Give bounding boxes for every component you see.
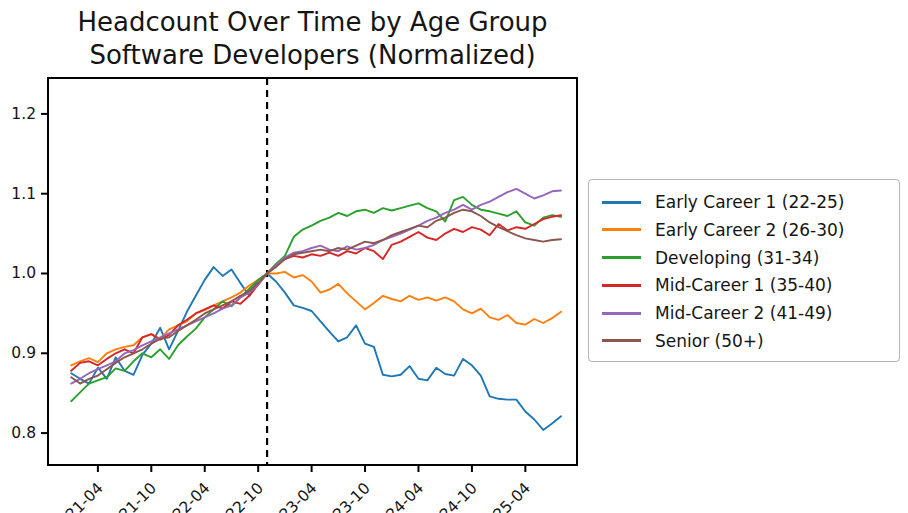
legend-label: Senior (50+) — [655, 331, 764, 351]
legend-item: Senior (50+) — [602, 328, 889, 354]
y-tick-label: 1.1 — [11, 185, 36, 203]
legend-label: Mid-Career 1 (35-40) — [655, 275, 832, 295]
legend-label: Mid-Career 2 (41-49) — [655, 303, 832, 323]
legend-item: Mid-Career 2 (41-49) — [602, 300, 889, 326]
y-tick-label: 0.9 — [11, 344, 36, 362]
legend-item: Early Career 2 (26-30) — [602, 217, 889, 243]
y-tick-label: 0.8 — [11, 424, 36, 442]
legend-item: Developing (31-34) — [602, 245, 889, 271]
x-tick-label: 2022-10 — [208, 479, 267, 513]
y-tick-label: 1.2 — [11, 105, 36, 123]
x-tick-label: 2022-04 — [155, 479, 214, 513]
legend: Early Career 1 (22-25) Early Career 2 (2… — [588, 179, 900, 362]
plot-frame — [48, 78, 577, 465]
legend-swatch-mid-career-2 — [602, 312, 641, 315]
series-line-developing-31-34 — [71, 197, 561, 401]
x-tick-label: 2023-10 — [315, 479, 374, 513]
legend-item: Early Career 1 (22-25) — [602, 189, 889, 215]
x-tick-label: 2021-10 — [102, 479, 161, 513]
figure: Headcount Over Time by Age Group Softwar… — [0, 0, 908, 513]
x-tick-label: 2024-10 — [422, 479, 481, 513]
x-tick-label: 2025-04 — [476, 479, 535, 513]
x-tick-label: 2021-04 — [48, 479, 107, 513]
legend-label: Early Career 2 (26-30) — [655, 220, 844, 240]
legend-item: Mid-Career 1 (35-40) — [602, 272, 889, 298]
legend-swatch-developing — [602, 256, 641, 259]
x-tick-label: 2023-04 — [262, 479, 321, 513]
legend-label: Developing (31-34) — [655, 248, 819, 268]
y-tick-label: 1.0 — [11, 264, 36, 282]
legend-label: Early Career 1 (22-25) — [655, 192, 844, 212]
legend-swatch-mid-career-1 — [602, 284, 641, 287]
legend-swatch-early-career-1 — [602, 201, 641, 204]
x-tick-label: 2024-04 — [369, 479, 428, 513]
legend-swatch-early-career-2 — [602, 228, 641, 231]
legend-swatch-senior — [602, 339, 641, 342]
series-line-senior-50 — [71, 210, 561, 384]
